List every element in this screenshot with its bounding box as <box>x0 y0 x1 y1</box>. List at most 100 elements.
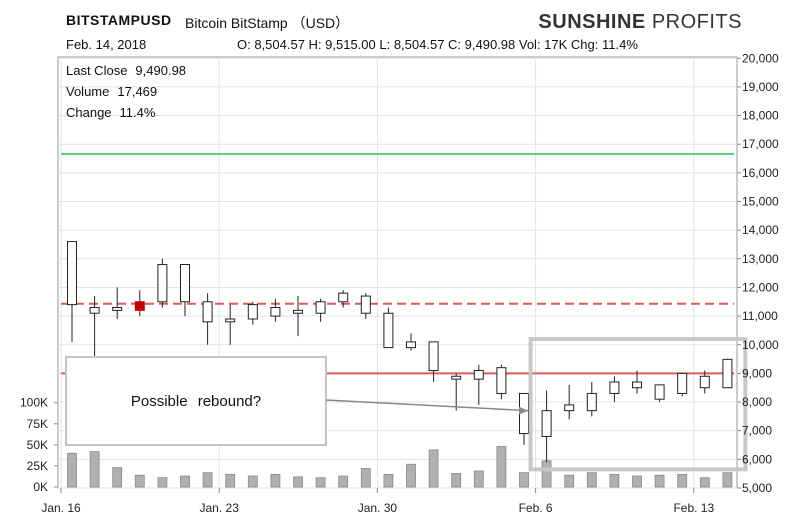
candle-up <box>157 264 168 303</box>
volume-tick-label: 0K <box>33 480 48 494</box>
candle-up <box>428 341 439 372</box>
volume-bar <box>112 467 123 488</box>
price-tick-label: 14,000 <box>742 223 779 237</box>
volume-label: Volume <box>66 84 110 99</box>
price-tick-label: 8,000 <box>742 395 772 409</box>
volume-bar <box>428 449 439 488</box>
candle-up <box>270 307 281 317</box>
logo-bold: SUNSHINE <box>538 11 646 33</box>
volume-bar <box>632 475 642 488</box>
candle-up <box>383 312 394 349</box>
candles <box>67 241 733 463</box>
symbol-description: Bitcoin BitStamp （USD） <box>185 15 350 31</box>
overlay <box>65 337 748 472</box>
volume-bar <box>473 470 484 488</box>
volume-bar <box>67 452 77 488</box>
volume-tick-label: 100K <box>20 396 48 410</box>
candle-up <box>247 304 258 320</box>
volume-bars <box>67 446 733 488</box>
candle-up <box>451 375 462 380</box>
price-tick-label: 15,000 <box>742 195 779 209</box>
price-tick-label: 6,000 <box>742 452 772 466</box>
annotation-arrow <box>325 399 529 412</box>
candle-up <box>586 392 597 412</box>
candle-up <box>496 367 507 394</box>
change-info: Change 11.4% <box>66 105 155 120</box>
volume-bar <box>677 473 688 488</box>
price-tick-label: 16,000 <box>742 166 779 180</box>
grid <box>57 56 738 489</box>
candle-up <box>180 264 190 303</box>
volume-bar <box>564 474 575 488</box>
volume-bar <box>134 474 145 488</box>
candle-up <box>564 404 575 412</box>
volume-bar <box>699 477 710 488</box>
candle-up <box>112 307 123 311</box>
annotation-label: Possible rebound? <box>130 392 262 410</box>
candle-up <box>338 292 349 303</box>
candle-up <box>722 358 733 389</box>
volume-bar <box>270 473 281 488</box>
price-tick-label: 19,000 <box>742 80 779 94</box>
annotation-box <box>65 356 327 446</box>
candle-up <box>202 301 213 323</box>
date-label: Feb. 14, 2018 <box>66 37 147 52</box>
volume-bar <box>225 473 236 488</box>
volume-info: Volume 17,469 <box>66 84 157 99</box>
candle-up <box>406 341 416 349</box>
brand-logo: SUNSHINE PROFITS <box>538 11 742 34</box>
price-tick-label: 18,000 <box>742 109 779 123</box>
logo-light: PROFITS <box>645 11 742 33</box>
axes: 5,000 6,000 7,000 8,000 9,000 10,000 11,000 12,… <box>20 51 779 515</box>
candle-up <box>677 372 688 394</box>
candle-up <box>360 295 371 314</box>
volume-bar <box>406 463 416 488</box>
candle-up <box>225 318 236 323</box>
change-label: Change <box>66 105 112 120</box>
price-tick-label: 17,000 <box>742 137 779 151</box>
volume-bar <box>293 476 303 488</box>
candle-down <box>134 301 145 311</box>
candle-up <box>89 307 100 314</box>
price-tick-label: 20,000 <box>742 51 779 65</box>
price-tick-label: 5,000 <box>742 481 772 495</box>
candle-up <box>315 301 326 314</box>
volume-bar <box>451 473 462 488</box>
ohlc-readout: O: 8,504.57 H: 9,515.00 L: 8,504.57 C: 9… <box>237 37 638 52</box>
volume-bar <box>157 477 168 488</box>
price-tick-label: 13,000 <box>742 252 779 266</box>
symbol-label: BITSTAMPUSD <box>66 12 172 28</box>
volume-tick-label: 25K <box>27 459 48 473</box>
volume-bar <box>654 474 665 488</box>
highlight-box <box>528 337 748 472</box>
volume-bar <box>722 472 733 488</box>
time-tick-label: Jan. 23 <box>200 501 240 515</box>
volume-bar <box>541 460 552 488</box>
volume-tick-label: 50K <box>27 438 48 452</box>
last-close-info: Last Close 9,490.98 <box>66 63 186 78</box>
price-tick-label: 12,000 <box>742 280 779 294</box>
time-tick-label: Feb. 13 <box>673 501 714 515</box>
volume-bar <box>338 475 349 488</box>
volume-tick-label: 75K <box>27 417 48 431</box>
volume-bar <box>315 477 326 488</box>
volume-bar <box>383 473 394 488</box>
volume-bar <box>519 472 529 488</box>
volume-value: 17,469 <box>117 84 158 99</box>
time-tick-label: Jan. 16 <box>41 501 81 515</box>
volume-bar <box>360 468 371 488</box>
price-tick-label: 10,000 <box>742 338 779 352</box>
volume-bar <box>89 451 100 488</box>
price-tick-label: 9,000 <box>742 366 772 380</box>
volume-bar <box>609 473 620 488</box>
price-tick-label: 7,000 <box>742 424 772 438</box>
change-value: 11.4% <box>119 105 156 120</box>
candle-up <box>699 375 710 389</box>
time-tick-label: Feb. 6 <box>519 501 553 515</box>
candle-up <box>541 410 552 437</box>
time-tick-label: Jan. 30 <box>358 501 398 515</box>
candle-up <box>609 381 620 394</box>
price-tick-label: 11,000 <box>742 309 778 323</box>
candle-up <box>67 241 77 306</box>
